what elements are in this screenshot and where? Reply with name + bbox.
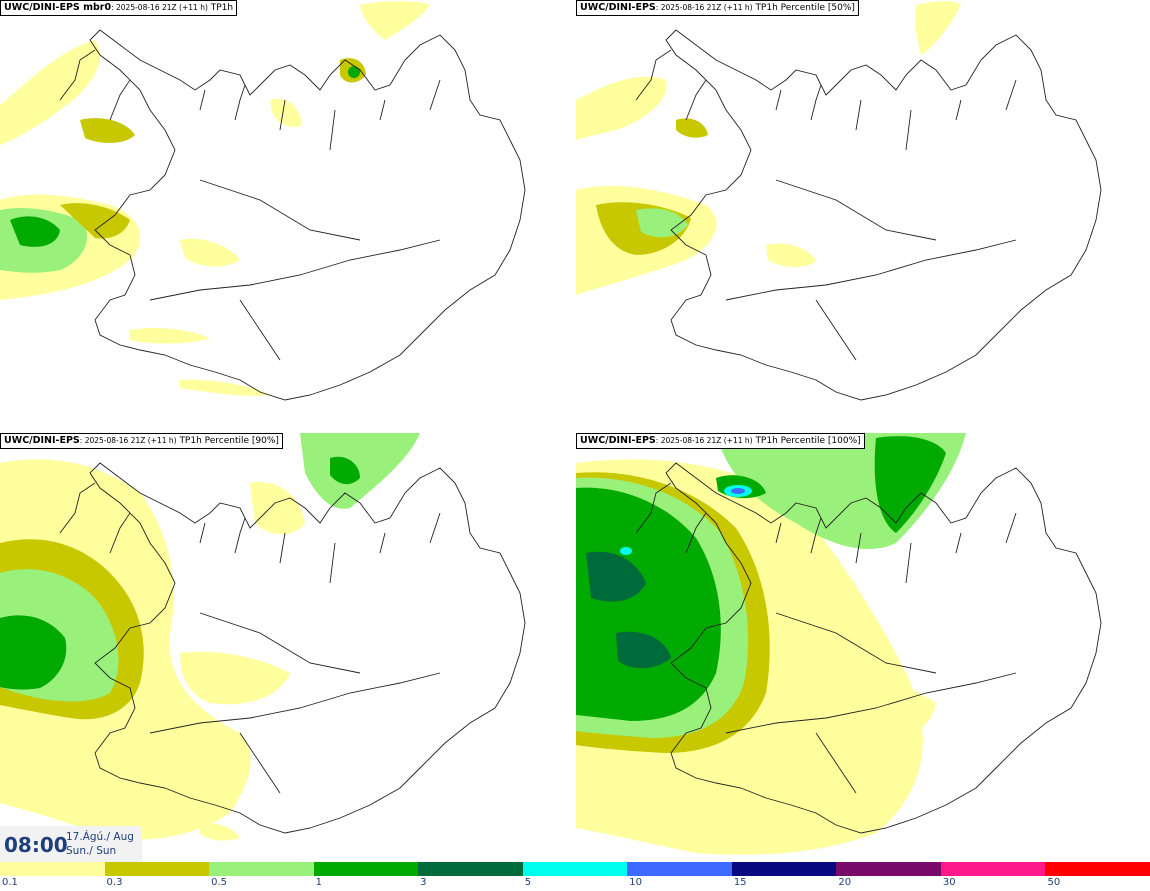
legend-swatch	[0, 862, 105, 876]
legend-swatch	[209, 862, 314, 876]
valid-date: 17.Ágú./ Aug	[66, 831, 134, 843]
precip-fill	[576, 433, 966, 855]
precip-fill	[0, 433, 420, 841]
legend-color-bar	[0, 862, 1150, 876]
panel-title: UWC/DINI-EPS: 2025-08-16 21Z (+11 h) TP1…	[576, 0, 859, 16]
precipitation-map	[576, 433, 1102, 855]
legend-swatch	[836, 862, 941, 876]
legend-swatch	[627, 862, 732, 876]
coastline	[635, 29, 1102, 401]
precipitation-map	[0, 1, 526, 401]
field-name: TP1h Percentile [50%]	[755, 3, 855, 13]
panel-title: UWC/DINI-EPS: 2025-08-16 21Z (+11 h) TP1…	[576, 433, 865, 449]
valid-weekday: Sun./ Sun	[66, 845, 117, 857]
legend-tick-label: 5	[524, 877, 532, 888]
coastline	[59, 462, 526, 834]
legend-tick-label: 10	[629, 877, 642, 888]
field-name: TP1h Percentile [100%]	[755, 436, 861, 446]
map-panel-p50: UWC/DINI-EPS: 2025-08-16 21Z (+11 h) TP1…	[576, 0, 1150, 429]
coastline	[59, 29, 526, 401]
legend-tick-label: 1	[315, 877, 322, 888]
valid-time-box: 08:00 17.Ágú./ Aug Sun./ Sun	[0, 826, 142, 862]
precipitation-map	[576, 1, 1102, 401]
model-name: UWC/DINI-EPS	[580, 2, 656, 13]
legend-tick-label: 3	[420, 877, 427, 888]
legend-tick-label: 50	[1047, 877, 1061, 888]
model-name: UWC/DINI-EPS	[580, 435, 656, 446]
panel-title: UWC/DINI-EPS mbr0: 2025-08-16 21Z (+11 h…	[0, 0, 238, 16]
color-legend: 0.1 0.3 0.5 1 3 5 10 15 20 30 50	[0, 862, 1150, 891]
map-panel-p100: UWC/DINI-EPS: 2025-08-16 21Z (+11 h) TP1…	[576, 433, 1150, 862]
legend-tick-label: 0.5	[211, 877, 227, 888]
field-name: TP1h Percentile [90%]	[179, 436, 279, 446]
legend-tick-label: 30	[942, 877, 956, 888]
legend-swatch	[1045, 862, 1150, 876]
legend-swatch	[418, 862, 523, 876]
precip-fill	[576, 1, 961, 295]
run-time: : 2025-08-16 21Z (+11 h)	[655, 436, 753, 445]
panel-title: UWC/DINI-EPS: 2025-08-16 21Z (+11 h) TP1…	[0, 433, 283, 449]
field-name: TP1h	[210, 3, 234, 13]
run-time: : 2025-08-16 21Z (+11 h)	[79, 436, 177, 445]
map-panel-p90: UWC/DINI-EPS: 2025-08-16 21Z (+11 h) TP1…	[0, 433, 574, 862]
legend-swatch	[313, 862, 419, 876]
legend-swatch	[522, 862, 628, 876]
run-time: : 2025-08-16 21Z (+11 h)	[655, 3, 753, 12]
map-panel-mbr0: UWC/DINI-EPS mbr0: 2025-08-16 21Z (+11 h…	[0, 0, 574, 429]
model-name: UWC/DINI-EPS	[4, 435, 80, 446]
legend-tick-label: 15	[733, 877, 747, 888]
legend-swatch	[731, 862, 837, 876]
model-name: UWC/DINI-EPS mbr0	[4, 2, 112, 13]
legend-swatch	[940, 862, 1046, 876]
precip-fill	[0, 1, 430, 396]
legend-tick-label: 0.1	[2, 877, 18, 888]
valid-clock: 08:00	[4, 833, 68, 857]
precipitation-map	[0, 433, 526, 841]
coastline	[635, 462, 1102, 834]
legend-swatch	[104, 862, 210, 876]
legend-tick-label: 20	[838, 877, 852, 888]
run-time: : 2025-08-16 21Z (+11 h)	[111, 3, 208, 12]
legend-tick-label: 0.3	[106, 877, 123, 888]
